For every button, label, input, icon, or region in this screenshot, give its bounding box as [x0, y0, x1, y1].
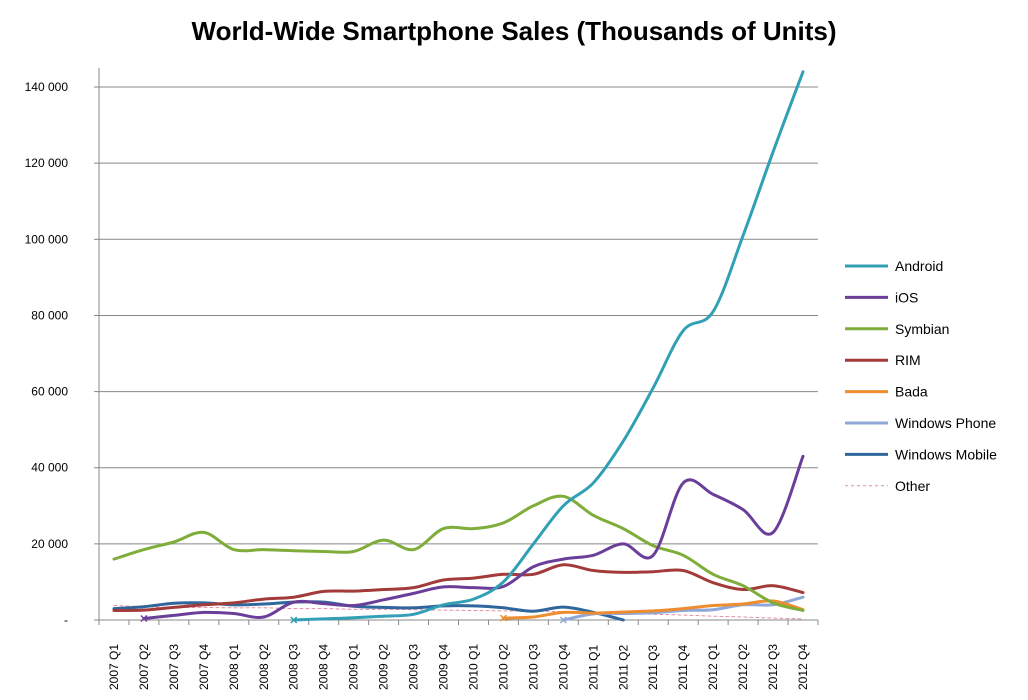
- series-start-marker-android: [290, 616, 298, 624]
- y-tick-label: 140 000: [25, 80, 69, 94]
- x-tick-label: 2011 Q4: [676, 645, 690, 690]
- series-start-marker-ios: [140, 614, 148, 623]
- series-line-android: [292, 70, 805, 622]
- x-tick-label: 2010 Q4: [556, 644, 570, 690]
- gridlines: [99, 86, 818, 545]
- x-tick-label: 2009 Q2: [377, 644, 391, 690]
- legend: Android iOS Symbian RIM Bada Windows Phone Win…: [845, 258, 997, 494]
- legend-label-symbian: Symbian: [895, 321, 949, 337]
- series-start-marker-windows-phone: [559, 616, 567, 624]
- series-line-symbian: [112, 494, 805, 612]
- x-tick-label: 2007 Q1: [107, 644, 121, 690]
- legend-label-android: Android: [895, 258, 943, 274]
- x-tick-label: 2010 Q3: [526, 644, 540, 690]
- x-tick-label: 2012 Q1: [706, 644, 720, 690]
- series-line-ios: [142, 454, 805, 620]
- series-lines: [112, 70, 805, 624]
- legend-label-windows-phone: Windows Phone: [895, 415, 996, 431]
- x-tick-label: 2009 Q1: [347, 644, 361, 690]
- series-start-marker-bada: [499, 614, 507, 622]
- x-tick-label: 2011 Q1: [586, 645, 600, 690]
- x-tick-label: 2012 Q2: [736, 644, 750, 690]
- y-tick-label: 120 000: [25, 156, 69, 170]
- legend-label-other: Other: [895, 478, 930, 494]
- x-tick-label: 2011 Q3: [646, 645, 660, 690]
- y-tick-label: 80 000: [31, 308, 68, 322]
- y-axis: - 20 000 40 000 60 000 80 000 100 000 120 000 1…: [25, 68, 100, 627]
- legend-label-windows-mobile: Windows Mobile: [895, 446, 997, 462]
- series-line-windows-mobile: [112, 600, 625, 622]
- x-tick-label: 2008 Q4: [317, 644, 331, 690]
- chart-title: World-Wide Smartphone Sales (Thousands o…: [192, 16, 837, 46]
- y-tick-label: -: [64, 613, 68, 627]
- y-tick-label: 40 000: [31, 461, 68, 475]
- x-tick-label: 2007 Q3: [167, 644, 181, 690]
- x-tick-label: 2008 Q3: [287, 644, 301, 690]
- legend-label-ios: iOS: [895, 289, 918, 305]
- x-tick-label: 2010 Q1: [466, 644, 480, 690]
- legend-label-bada: Bada: [895, 384, 928, 400]
- y-tick-label: 20 000: [31, 537, 68, 551]
- y-tick-label: 100 000: [25, 232, 69, 246]
- x-tick-label: 2008 Q1: [227, 644, 241, 690]
- x-tick-label: 2007 Q4: [197, 644, 211, 690]
- x-tick-label: 2010 Q2: [496, 644, 510, 690]
- y-tick-label: 60 000: [31, 385, 68, 399]
- x-tick-label: 2007 Q2: [137, 644, 151, 690]
- series-line-bada: [501, 599, 805, 620]
- legend-label-rim: RIM: [895, 352, 921, 368]
- x-tick-label: 2011 Q2: [616, 645, 630, 690]
- x-tick-label: 2012 Q4: [796, 644, 810, 690]
- x-tick-label: 2012 Q3: [766, 644, 780, 690]
- series-line-other: [113, 605, 804, 620]
- series-line-rim: [112, 563, 805, 612]
- x-tick-label: 2009 Q4: [437, 644, 451, 690]
- x-tick-label: 2008 Q2: [257, 644, 271, 690]
- x-axis: 2007 Q1 2007 Q2 2007 Q3 2007 Q4 2008 Q1 2008 …: [98, 619, 819, 690]
- x-tick-label: 2009 Q3: [407, 644, 421, 690]
